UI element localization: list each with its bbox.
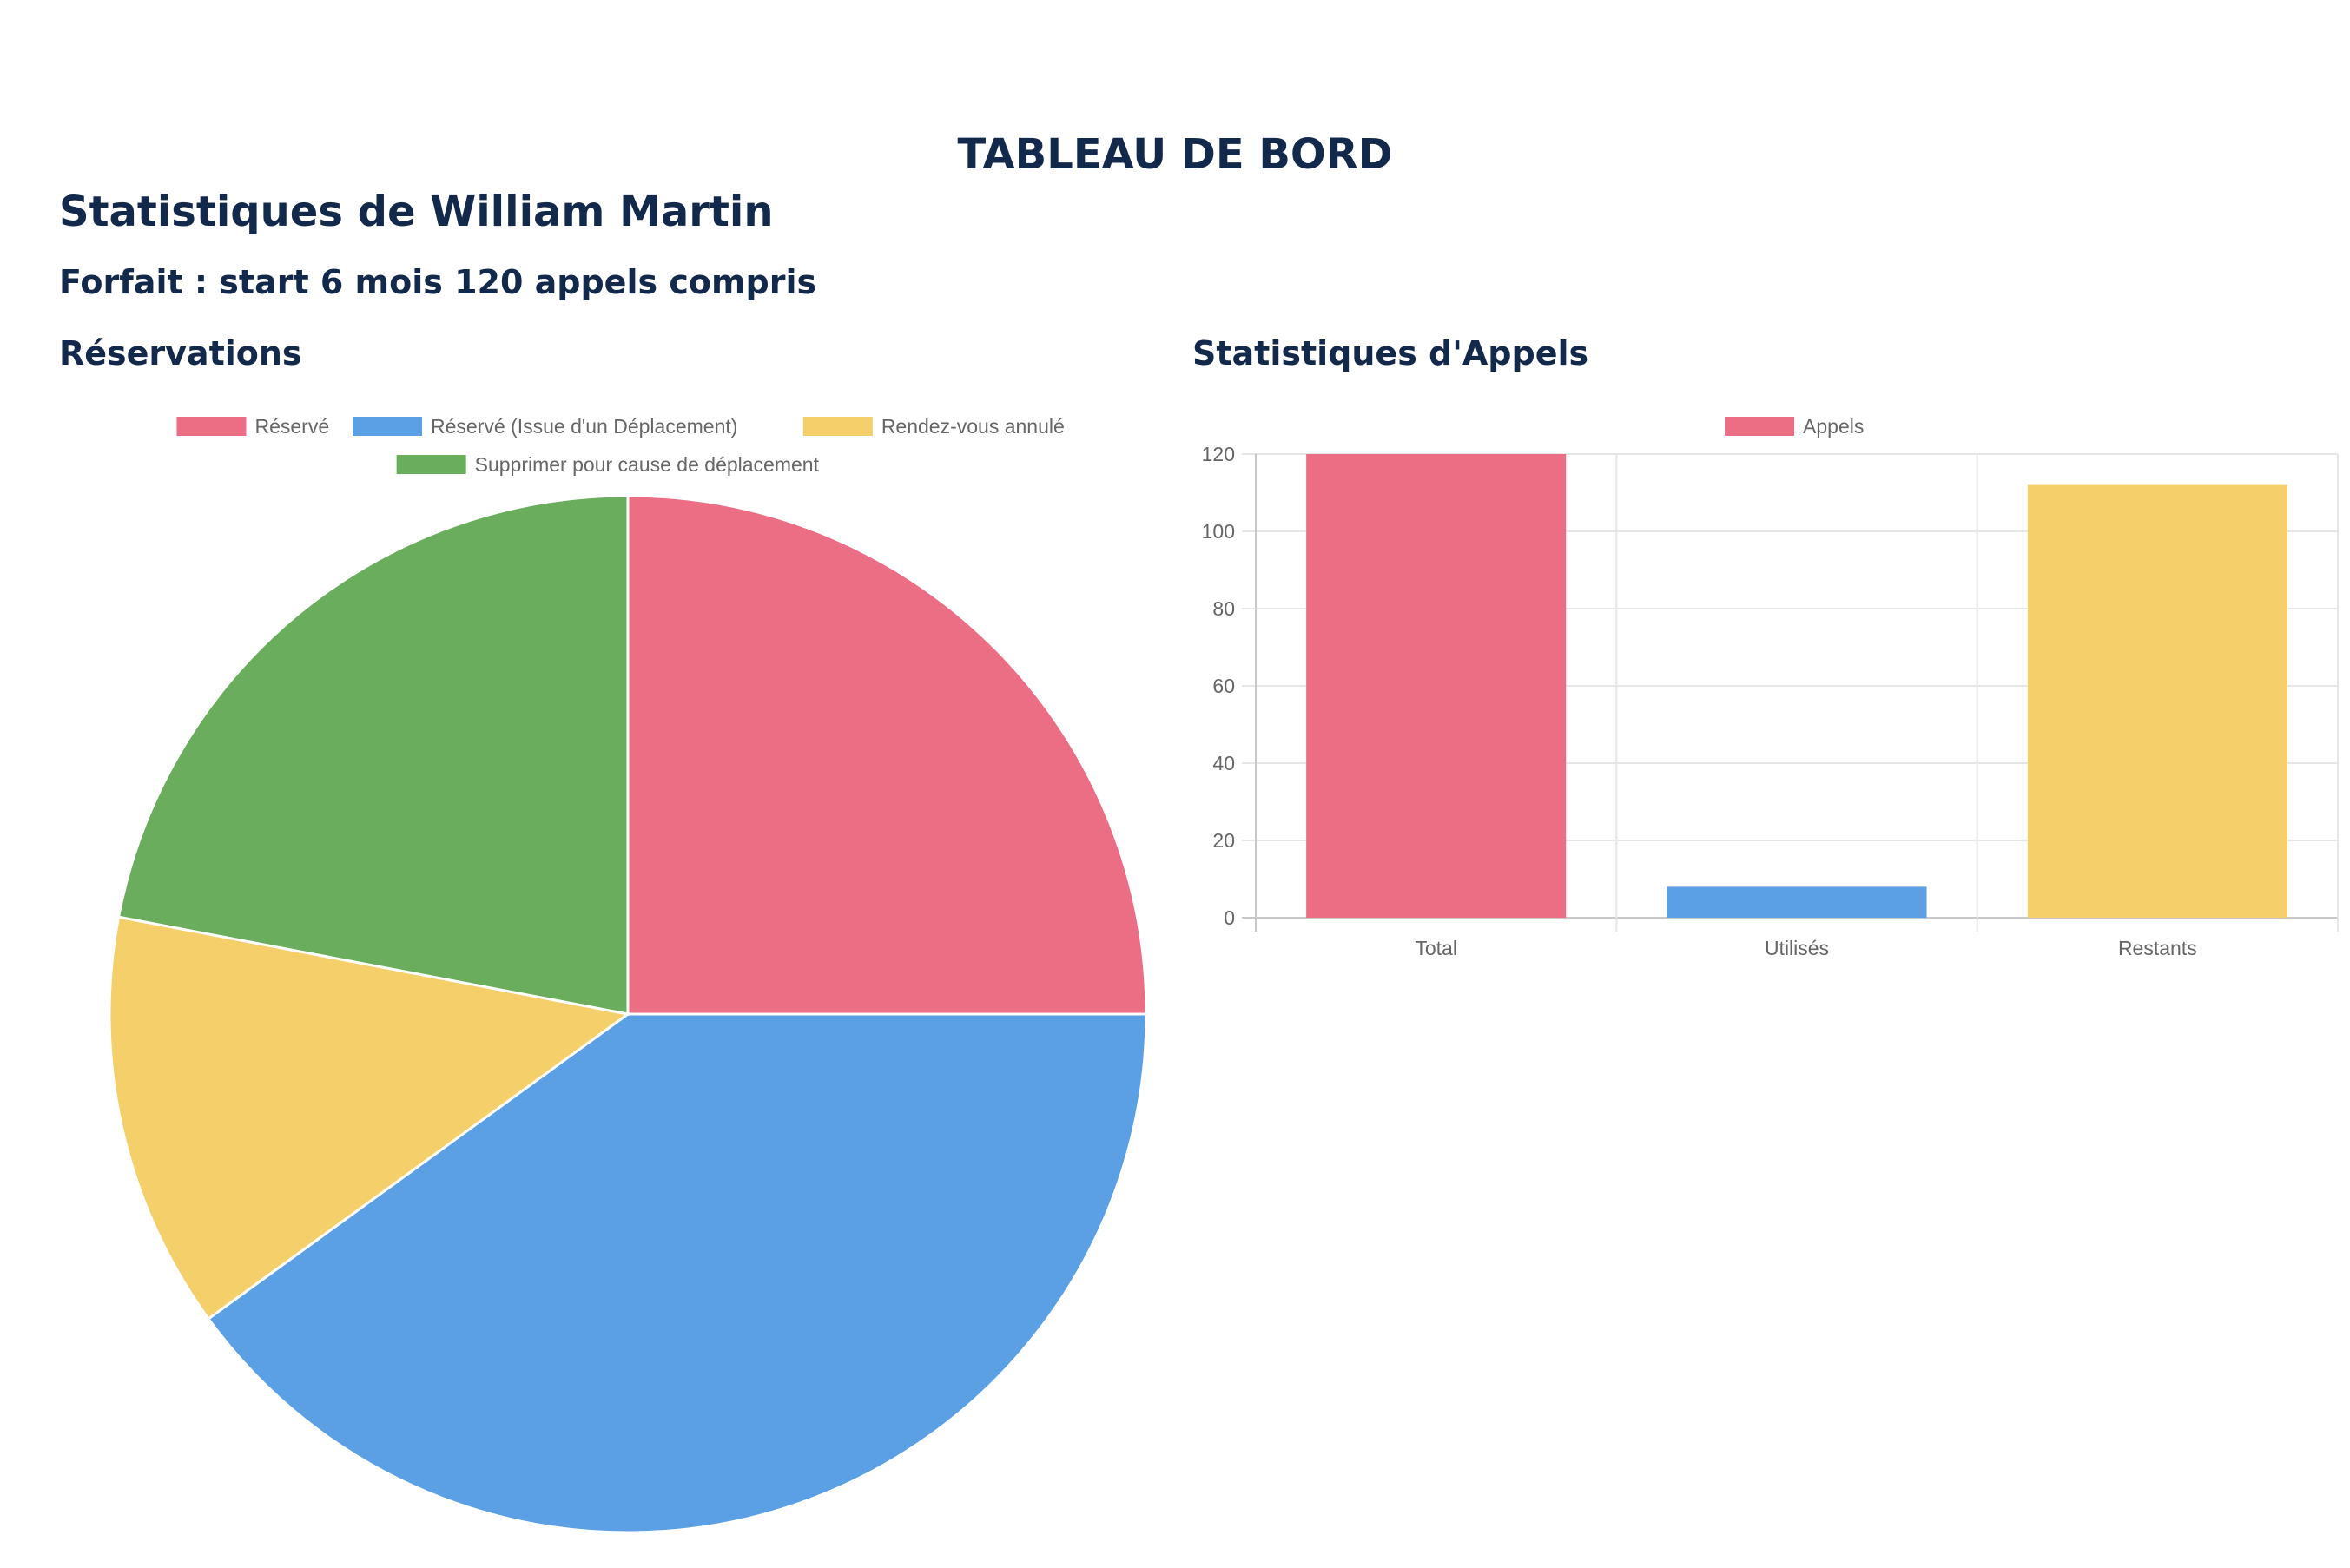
pie-slice-2[interactable] [108,915,631,1321]
reservations-section-title: Réservations [59,334,302,372]
x-tick-label: Total [1415,937,1457,959]
x-tick-label: Restants [2118,937,2197,959]
y-tick-label: 120 [1202,443,1235,465]
pie-legend-label-1[interactable]: Réservé (Issue d'un Déplacement) [431,415,737,438]
pie-legend-swatch-3[interactable] [396,455,466,474]
y-tick-label: 0 [1224,906,1235,929]
pie-legend-swatch-2[interactable] [802,417,873,436]
y-tick-label: 40 [1212,752,1235,774]
pie-slice-1[interactable] [206,1012,1148,1534]
pie-legend-label-0[interactable]: Réservé [254,415,329,438]
pie-legend-label-3[interactable]: Supprimer pour cause de déplacement [475,453,820,476]
page-title: TABLEAU DE BORD [957,130,1393,179]
y-tick-label: 60 [1212,675,1235,697]
x-tick-label: Utilisés [1765,937,1829,959]
y-tick-label: 100 [1202,520,1235,543]
calls-section-title: Statistiques d'Appels [1192,334,1589,372]
pie-legend-swatch-1[interactable] [353,417,423,436]
bar-legend-label[interactable]: Appels [1803,415,1864,438]
y-tick-label: 80 [1212,597,1235,620]
bar-2[interactable] [2027,484,2287,918]
pie-legend-swatch-0[interactable] [176,417,247,436]
pie-slice-0[interactable] [626,494,1148,1016]
pie-slice-3[interactable] [116,494,630,1016]
user-stats-title: Statistiques de William Martin [59,188,774,236]
bar-legend-swatch[interactable] [1725,417,1795,436]
pie-legend-label-2[interactable]: Rendez-vous annulé [881,415,1065,438]
plan-label: Forfait : start 6 mois 120 appels compri… [59,263,817,301]
y-tick-label: 20 [1212,829,1235,852]
bar-0[interactable] [1306,454,1567,918]
bar-1[interactable] [1667,886,1927,918]
